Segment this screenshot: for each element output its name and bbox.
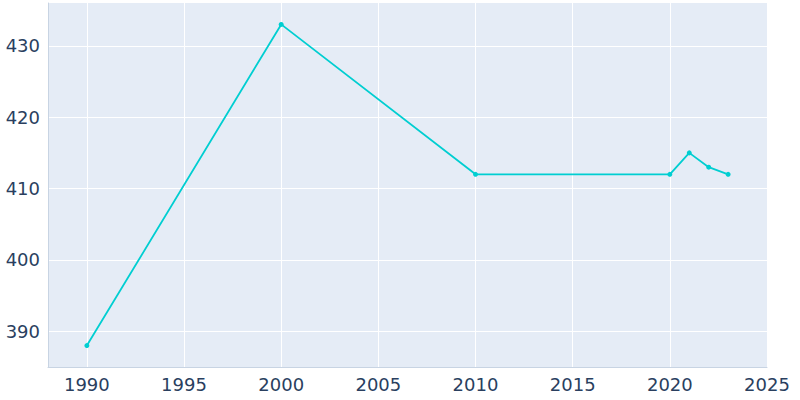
svg-text:390: 390 [6,321,40,342]
svg-text:1995: 1995 [161,374,207,395]
svg-text:2020: 2020 [647,374,693,395]
svg-text:2005: 2005 [355,374,401,395]
svg-text:1990: 1990 [64,374,110,395]
svg-text:420: 420 [6,107,40,128]
svg-text:410: 410 [6,178,40,199]
svg-text:430: 430 [6,35,40,56]
svg-text:2010: 2010 [453,374,499,395]
svg-text:400: 400 [6,249,40,270]
svg-text:2000: 2000 [258,374,304,395]
svg-text:2015: 2015 [550,374,596,395]
svg-text:2025: 2025 [744,374,790,395]
